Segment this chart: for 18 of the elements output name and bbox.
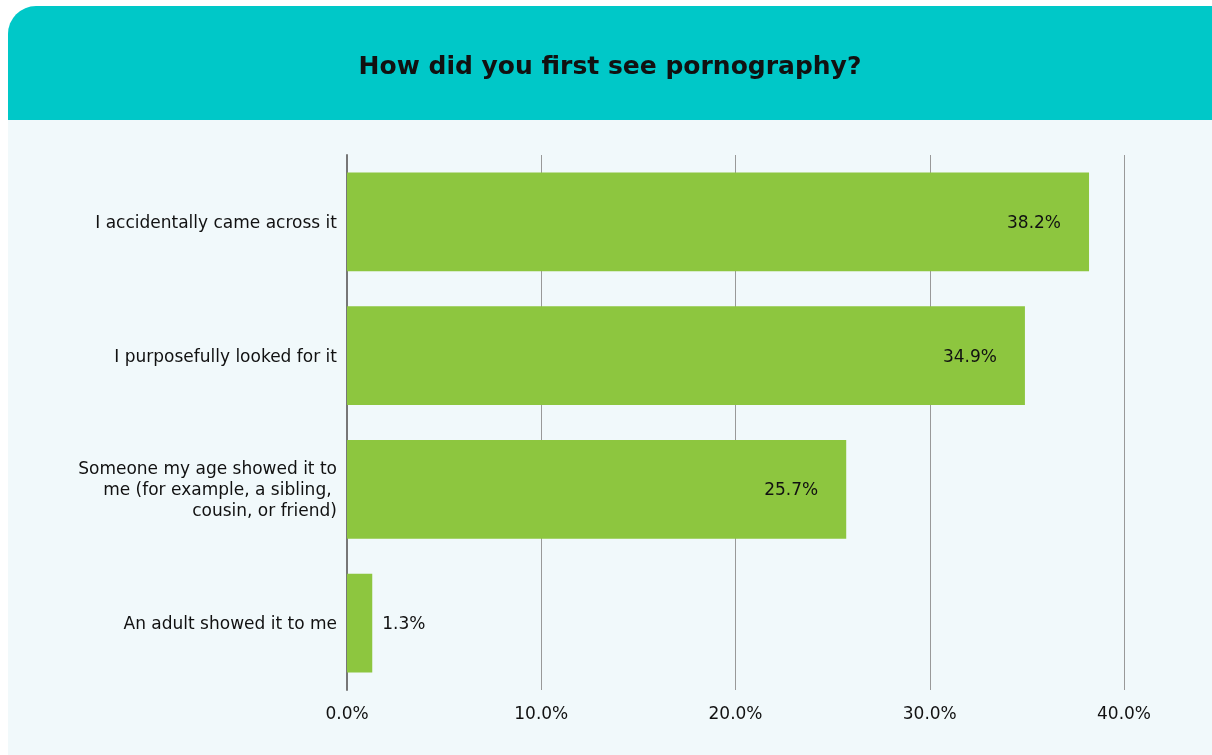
bar (347, 306, 1025, 406)
data-label: 25.7% (764, 479, 819, 500)
y-tick-label: An adult showed it to me (123, 613, 337, 634)
x-tick-label: 30.0% (902, 702, 957, 723)
chart-title: How did you first see pornography? (358, 51, 862, 80)
data-label: 34.9% (942, 345, 997, 366)
bar (347, 573, 373, 673)
bar (347, 172, 1090, 272)
y-tick-label: I accidentally came across it (95, 211, 338, 232)
x-tick-label: 20.0% (708, 702, 763, 723)
y-tick-label: I purposefully looked for it (114, 345, 338, 366)
x-tick-label: 10.0% (514, 702, 569, 723)
y-tick-label: Someone my age showed it to me (for example, a sibling, cousin, or friend) (78, 458, 337, 521)
bar (347, 439, 847, 539)
x-tick-label: 0.0% (325, 702, 369, 723)
data-label: 38.2% (1007, 211, 1062, 232)
x-tick-label: 40.0% (1096, 702, 1152, 723)
data-label: 1.3% (382, 613, 426, 634)
